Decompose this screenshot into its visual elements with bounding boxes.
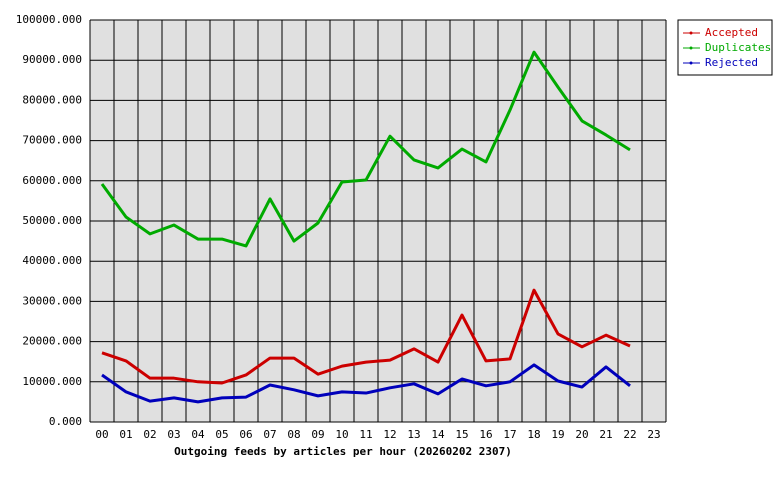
x-tick-label: 00 — [95, 428, 108, 441]
x-tick-label: 15 — [455, 428, 468, 441]
series-line — [101, 288, 631, 385]
legend-label: Accepted — [705, 26, 758, 39]
legend-dot — [689, 31, 693, 35]
legend-label: Duplicates — [705, 41, 771, 54]
x-tick-label: 01 — [119, 428, 132, 441]
y-tick-label: 20000.000 — [22, 335, 82, 348]
x-tick-label: 18 — [527, 428, 540, 441]
legend-dot — [689, 61, 693, 65]
x-axis-label: Outgoing feeds by articles per hour (202… — [174, 445, 512, 458]
x-tick-label: 23 — [647, 428, 660, 441]
x-tick-label: 12 — [383, 428, 396, 441]
y-tick-label: 10000.000 — [22, 375, 82, 388]
series-line — [101, 363, 631, 404]
x-tick-label: 06 — [239, 428, 252, 441]
y-tick-label: 80000.000 — [22, 93, 82, 106]
x-tick-label: 13 — [407, 428, 420, 441]
y-tick-label: 30000.000 — [22, 294, 82, 307]
x-tick-label: 19 — [551, 428, 564, 441]
x-tick-label: 22 — [623, 428, 636, 441]
y-tick-label: 70000.000 — [22, 134, 82, 147]
y-tick-label: 100000.000 — [16, 13, 82, 26]
legend-dot — [689, 46, 693, 50]
x-tick-label: 03 — [167, 428, 180, 441]
x-tick-label: 17 — [503, 428, 516, 441]
x-tick-label: 11 — [359, 428, 372, 441]
x-tick-label: 14 — [431, 428, 445, 441]
x-tick-label: 04 — [191, 428, 205, 441]
y-tick-label: 60000.000 — [22, 174, 82, 187]
x-tick-label: 09 — [311, 428, 324, 441]
x-tick-label: 02 — [143, 428, 156, 441]
x-tick-label: 21 — [599, 428, 612, 441]
legend-label: Rejected — [705, 56, 758, 69]
x-tick-label: 07 — [263, 428, 276, 441]
x-tick-label: 08 — [287, 428, 300, 441]
y-tick-label: 0.000 — [49, 415, 82, 428]
y-tick-label: 50000.000 — [22, 214, 82, 227]
y-tick-label: 90000.000 — [22, 53, 82, 66]
x-tick-label: 05 — [215, 428, 228, 441]
x-tick-label: 20 — [575, 428, 588, 441]
x-tick-label: 16 — [479, 428, 492, 441]
x-tick-label: 10 — [335, 428, 348, 441]
y-tick-label: 40000.000 — [22, 254, 82, 267]
series-line — [100, 50, 631, 248]
